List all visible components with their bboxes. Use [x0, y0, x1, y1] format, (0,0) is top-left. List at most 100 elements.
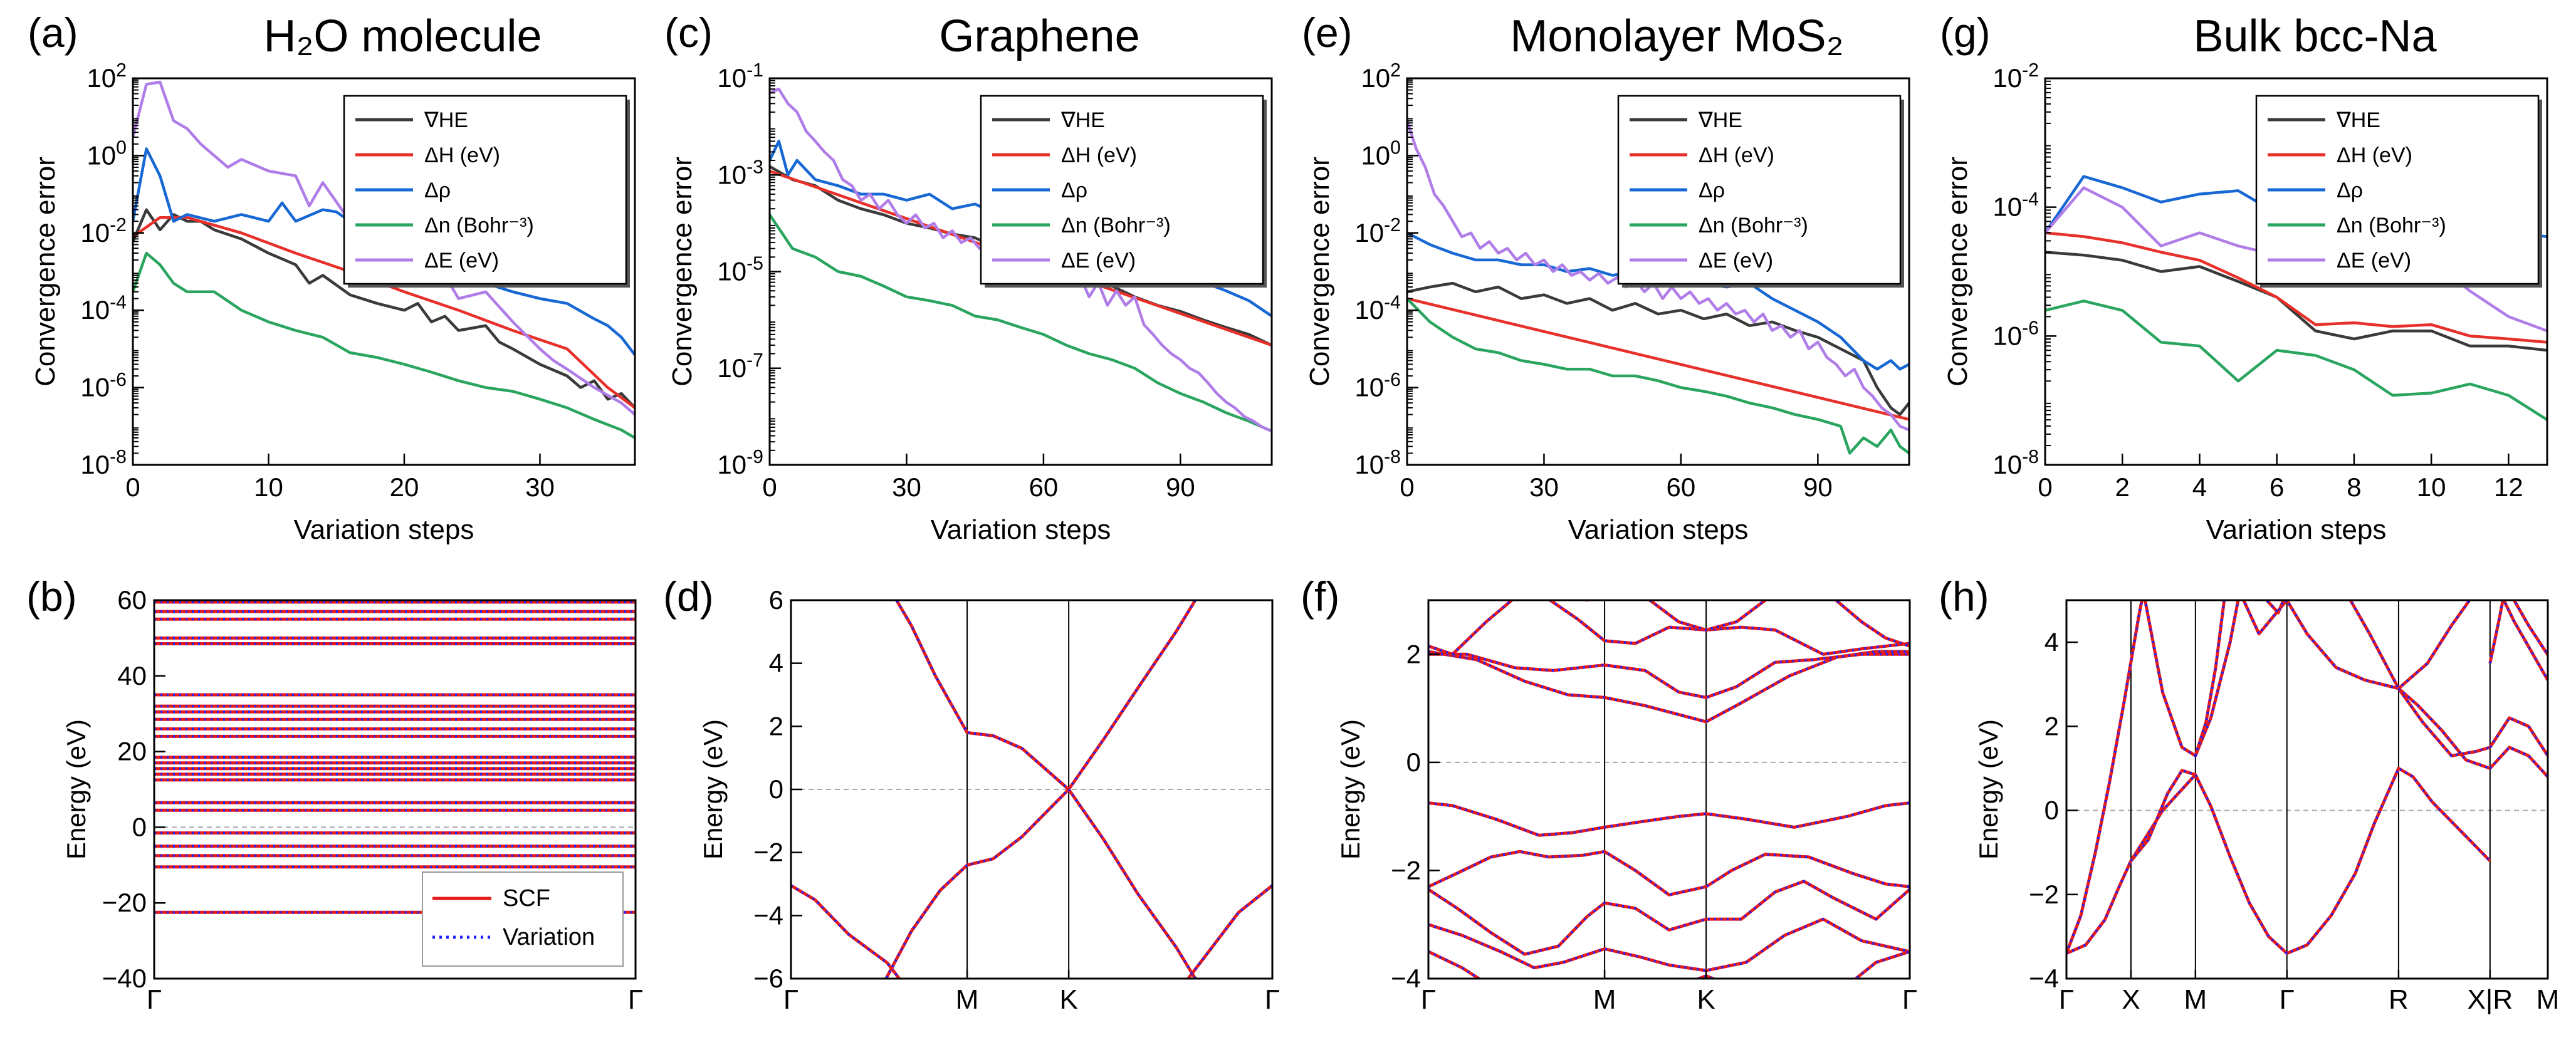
band-scf [2066, 766, 2491, 955]
band-scf [894, 600, 1198, 791]
kpoint-label: Γ [1902, 984, 1917, 1015]
band-variation [2194, 600, 2226, 756]
band-variation [791, 884, 901, 979]
legend-label-drho: Δρ [424, 179, 451, 202]
band-scf [1428, 850, 1910, 897]
legend-label-gradHE: ∇HE [1698, 108, 1742, 132]
legend-label-drho: Δρ [1061, 179, 1087, 202]
series-line-dH [1407, 297, 1909, 421]
plot-frame [132, 77, 636, 466]
kpoint-label: X [2122, 984, 2140, 1015]
legend-label-dn: Δn (Bohr⁻³) [1061, 214, 1171, 237]
series-line-gradHE [2045, 251, 2547, 352]
tick-base: 10 [717, 63, 746, 93]
band-scf [2488, 600, 2505, 664]
tick-exponent: -5 [746, 254, 763, 274]
y-tick-label: −40 [102, 964, 147, 993]
band-variation [1853, 950, 1910, 979]
y-axis-label: Convergence error [1942, 157, 1973, 387]
band-scf [2129, 769, 2196, 862]
x-tick-label: 0 [1400, 472, 1414, 502]
tick-base: 10 [1354, 450, 1384, 479]
kpoint-label: Γ [1421, 984, 1436, 1015]
panel-label: (d) [663, 573, 714, 620]
y-tick-label: 0 [769, 774, 783, 804]
y-tick-label: 0 [132, 812, 147, 841]
tick-exponent: -8 [110, 447, 127, 467]
legend-label-dn: Δn (Bohr⁻³) [424, 214, 534, 237]
y-tick-label: 10-4 [1992, 189, 2039, 222]
tick-base: 10 [717, 450, 746, 479]
panel-label: (h) [1939, 573, 1989, 620]
y-tick-label: 20 [117, 737, 147, 766]
tick-exponent: -2 [110, 215, 127, 236]
kpoint-label: Γ [1265, 984, 1280, 1015]
panel-f: −4 −2 0 2 Γ M K Γ Energy (eV) (f) [1301, 573, 1917, 1015]
band-scf [2066, 600, 2144, 954]
x-tick-label: 10 [2417, 472, 2446, 502]
band-scf [1428, 652, 1910, 699]
plot-frame [1427, 599, 1911, 980]
y-axis-label: Energy (eV) [1974, 719, 2003, 860]
tick-base: 10 [717, 257, 746, 286]
panel-label: (b) [26, 573, 77, 620]
kpoint-label: X|R [2468, 984, 2513, 1015]
y-tick-label: 10-4 [80, 292, 127, 325]
y-tick-label: 0 [2045, 796, 2059, 825]
bands-group [791, 600, 1272, 979]
band-scf [1547, 600, 1910, 656]
tick-exponent: -4 [110, 292, 127, 313]
panel-b: −40 −20 0 20 40 60 Γ Γ Energy (eV) (b) SCF Variatio… [26, 573, 643, 1015]
x-tick-label: 90 [1166, 472, 1195, 502]
band-variation [2348, 600, 2491, 757]
band-variation [2397, 687, 2491, 770]
legend-label-scf: SCF [503, 885, 550, 912]
tick-base: 10 [80, 450, 110, 479]
legend-label-dn: Δn (Bohr⁻³) [2337, 214, 2446, 237]
x-tick-label: 2 [2115, 472, 2130, 502]
band-variation [2489, 746, 2548, 778]
y-tick-label: 102 [86, 60, 127, 93]
legend-label-drho: Δρ [2337, 179, 2363, 202]
tick-base: 10 [1361, 140, 1390, 170]
panel-h: −4 −2 0 2 4 Γ X M Γ R X|R M Energy (eV) (h) [1939, 573, 2559, 1015]
plot-frame [2044, 77, 2548, 466]
band-scf [1833, 600, 1910, 648]
x-tick-label: 10 [254, 472, 283, 502]
tick-base: 10 [80, 218, 110, 247]
x-tick-label: 0 [762, 472, 777, 502]
panel-label: (c) [664, 9, 713, 56]
band-variation [1428, 600, 1514, 656]
band-variation [2066, 600, 2144, 954]
y-tick-label: 10-6 [1992, 318, 2039, 351]
kpoint-label: Γ [783, 984, 798, 1015]
legend-label-gradHE: ∇HE [2336, 108, 2380, 132]
legend-label-dE: ΔE (eV) [1699, 249, 1773, 273]
y-tick-label: 10-8 [1992, 447, 2039, 479]
panel-label: (g) [1940, 9, 1991, 56]
x-tick-label: 60 [1029, 472, 1059, 502]
y-axis-label: Convergence error [667, 157, 698, 387]
band-variation [1583, 600, 1590, 601]
series-line-dn [2045, 299, 2547, 421]
legend-label-dH: ΔH (eV) [2337, 143, 2412, 167]
y-tick-label: 10-2 [1992, 60, 2039, 93]
tick-base: 10 [80, 373, 110, 402]
band-scf [2397, 687, 2491, 770]
panel-d: −6 −4 −2 0 2 4 6 Γ M K Γ Energy (eV) (d) [663, 573, 1280, 1015]
tick-base: 10 [1354, 218, 1384, 247]
kpoint-label: Γ [2280, 984, 2295, 1015]
x-tick-label: 20 [390, 472, 419, 502]
series-line-dn [770, 214, 1272, 433]
band-scf [2348, 600, 2491, 757]
kpoint-label: M [2537, 984, 2560, 1015]
series-line-dE [1407, 120, 1909, 432]
band-variation [884, 788, 1197, 979]
y-axis-label: Energy (eV) [698, 719, 728, 860]
band-variation [1547, 600, 1910, 656]
y-tick-label: −4 [2029, 964, 2059, 993]
legend-box [422, 871, 624, 967]
